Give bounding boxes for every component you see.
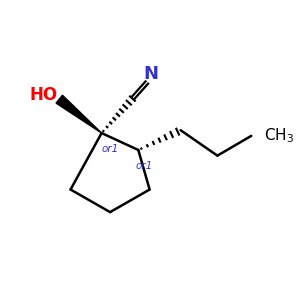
Text: or1: or1 — [135, 160, 153, 170]
Text: HO: HO — [30, 86, 58, 104]
Text: N: N — [143, 65, 158, 83]
Polygon shape — [56, 95, 102, 133]
Text: or1: or1 — [101, 144, 119, 154]
Text: CH$_3$: CH$_3$ — [264, 127, 294, 145]
